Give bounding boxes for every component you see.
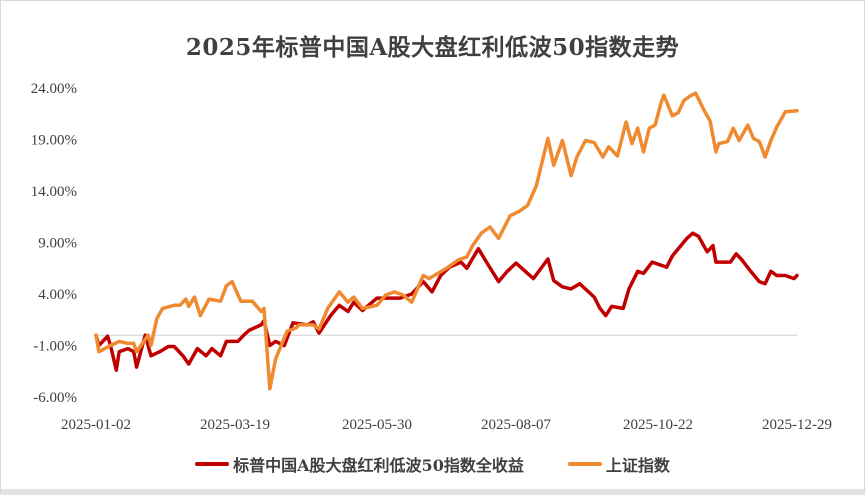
- legend-item-dividend-index: 标普中国A股大盘红利低波50指数全收益: [195, 452, 524, 476]
- x-tick-label: 2025-05-30: [342, 417, 412, 433]
- chart-title: 2025年标普中国A股大盘红利低波50指数走势: [185, 34, 680, 61]
- x-tick-label: 2025-03-19: [200, 417, 270, 433]
- legend: 标普中国A股大盘红利低波50指数全收益 上证指数: [0, 452, 865, 476]
- y-tick-label: 24.00%: [31, 81, 77, 97]
- x-tick-label: 2025-10-22: [623, 417, 693, 433]
- legend-label: 标普中国A股大盘红利低波50指数全收益: [233, 456, 524, 475]
- series-line-shanghai-index: [94, 91, 799, 391]
- x-tick-label: 2025-01-02: [61, 417, 131, 433]
- x-tick-label: 2025-08-07: [481, 417, 551, 433]
- y-tick-label: 9.00%: [38, 236, 77, 252]
- y-tick-label: -6.00%: [33, 390, 77, 406]
- legend-swatch-red: [195, 462, 230, 466]
- y-tick-label: -1.00%: [33, 339, 77, 355]
- legend-label: 上证指数: [605, 456, 670, 475]
- y-axis: 24.00% 19.00% 14.00% 9.00% 4.00% -1.00% -6.00%: [31, 81, 77, 406]
- legend-item-shanghai-index: 上证指数: [567, 452, 670, 476]
- x-axis: 2025-01-02 2025-03-19 2025-05-30 2025-08-07…: [61, 417, 832, 433]
- series-lines: [94, 91, 799, 391]
- y-tick-label: 19.00%: [31, 133, 77, 149]
- x-tick-label: 2025-12-29: [762, 417, 832, 433]
- y-tick-label: 4.00%: [38, 287, 77, 303]
- series-line-dividend-index: [94, 231, 799, 372]
- legend-swatch-orange: [567, 462, 602, 466]
- y-tick-label: 14.00%: [31, 184, 77, 200]
